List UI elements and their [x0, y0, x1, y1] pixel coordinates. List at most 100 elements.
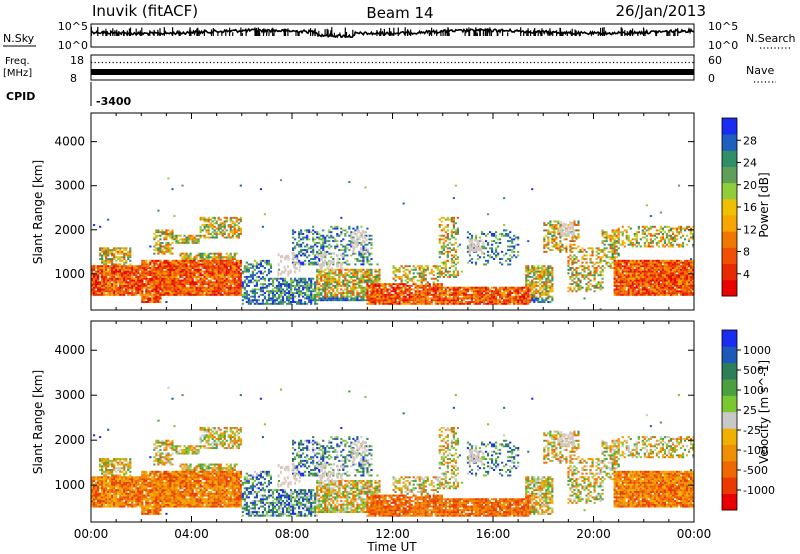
- data-cell: [392, 293, 395, 296]
- data-cell: [474, 290, 478, 293]
- data-cell: [113, 272, 116, 275]
- freq-left-label-1: Freq.: [5, 56, 30, 67]
- data-cell: [195, 263, 198, 266]
- data-cell: [324, 245, 327, 248]
- data-cell: [308, 229, 311, 232]
- data-cell: [404, 297, 407, 300]
- data-cell: [237, 283, 240, 286]
- data-cell: [231, 265, 234, 268]
- data-cell: [292, 297, 295, 300]
- data-cell: [225, 279, 228, 282]
- data-cell: [611, 254, 614, 257]
- data-cell: [308, 297, 311, 300]
- data-cell: [237, 288, 240, 291]
- data-cell: [507, 286, 510, 289]
- data-cell: [93, 281, 96, 284]
- data-cell: [215, 234, 218, 237]
- data-cell: [617, 252, 620, 255]
- data-cell: [141, 259, 144, 262]
- data-cell: [470, 297, 474, 300]
- data-cell: [169, 250, 172, 253]
- data-cell: [617, 259, 620, 262]
- data-cell: [191, 258, 194, 260]
- data-cell: [402, 295, 405, 298]
- data-cell: [199, 279, 202, 282]
- data-cell: [281, 288, 285, 291]
- data-cell: [342, 279, 345, 282]
- data-cell: [456, 293, 459, 296]
- data-cell: [543, 275, 546, 278]
- data-cell: [199, 284, 202, 287]
- data-cell: [507, 245, 510, 248]
- data-cell: [442, 238, 445, 241]
- data-cell: [599, 258, 602, 260]
- data-cell: [440, 272, 443, 275]
- data-cell: [549, 231, 552, 234]
- data-cell: [380, 283, 383, 286]
- data-cell: [159, 261, 162, 264]
- data-cell: [547, 232, 550, 235]
- data-cell: [157, 292, 160, 295]
- data-cell: [233, 274, 236, 277]
- data-cell: [436, 279, 439, 282]
- data-cell: [541, 275, 544, 278]
- data-cell: [513, 247, 516, 250]
- data-cell: [577, 220, 580, 223]
- data-cell: [153, 259, 156, 262]
- data-cell: [261, 275, 265, 278]
- data-cell: [478, 240, 482, 243]
- data-cell: [255, 261, 258, 264]
- data-cell: [561, 243, 564, 246]
- data-cell: [145, 259, 148, 262]
- data-cell: [111, 293, 114, 296]
- data-cell: [535, 290, 538, 293]
- data-cell: [267, 292, 271, 295]
- data-cell: [175, 236, 178, 239]
- data-cell: [113, 293, 116, 296]
- data-cell: [153, 236, 156, 239]
- data-cell: [207, 283, 210, 286]
- data-cell: [201, 274, 204, 277]
- data-cell: [480, 290, 484, 293]
- data-cell: [577, 224, 580, 226]
- data-cell: [450, 297, 453, 300]
- data-cell: [442, 216, 445, 219]
- data-cell: [233, 279, 236, 282]
- data-cell: [448, 286, 451, 289]
- data-cell: [509, 254, 512, 257]
- data-cell: [597, 265, 600, 268]
- data-cell: [609, 267, 612, 269]
- data-cell: [167, 283, 170, 286]
- data-cell: [583, 275, 586, 278]
- data-cell: [599, 283, 602, 286]
- data-cell: [517, 254, 520, 257]
- data-cell: [310, 245, 313, 248]
- data-cell: [324, 295, 327, 298]
- data-cell: [235, 284, 238, 287]
- data-cell: [346, 274, 349, 277]
- data-cell: [147, 293, 150, 296]
- data-cell: [579, 284, 582, 287]
- data-cell: [328, 231, 331, 234]
- data-cell: [213, 236, 216, 239]
- data-cell: [394, 268, 397, 271]
- data-cell: [386, 283, 389, 286]
- data-cell: [121, 265, 124, 268]
- data-cell: [155, 292, 158, 295]
- data-cell: [221, 222, 224, 225]
- data-cell: [360, 279, 363, 282]
- data-cell: [438, 284, 441, 287]
- data-cell: [326, 234, 329, 237]
- data-cell: [261, 225, 265, 228]
- data-cell: [330, 295, 333, 298]
- data-cell: [547, 268, 550, 271]
- data-cell: [611, 229, 614, 232]
- data-cell: [209, 284, 212, 287]
- data-cell: [199, 283, 202, 286]
- data-cell: [251, 290, 254, 293]
- data-cell: [412, 297, 415, 300]
- data-cell: [322, 270, 325, 273]
- data-cell: [368, 274, 371, 277]
- data-cell: [187, 270, 190, 273]
- data-cell: [221, 256, 224, 259]
